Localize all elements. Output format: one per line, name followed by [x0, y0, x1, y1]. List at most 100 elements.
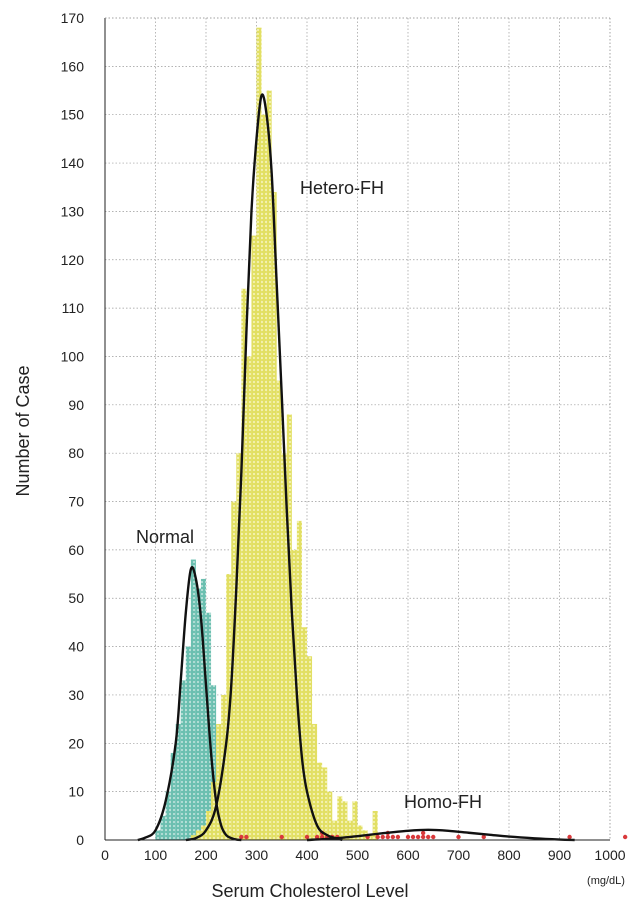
- hetero-bar: [317, 762, 323, 840]
- y-tick-label: 100: [61, 348, 85, 364]
- y-tick-label: 30: [68, 687, 84, 703]
- x-tick-label: 1000: [594, 847, 625, 863]
- normal-bar: [211, 685, 217, 840]
- homo-point: [279, 834, 284, 840]
- hetero-bar: [312, 723, 318, 840]
- x-tick-label: 200: [194, 847, 218, 863]
- homo-point: [456, 834, 461, 840]
- y-tick-label: 10: [68, 784, 84, 800]
- homo-point: [390, 834, 396, 840]
- homo-point: [622, 834, 628, 840]
- hetero-bar: [372, 810, 378, 840]
- homo-point: [420, 830, 426, 836]
- hetero-bar: [271, 192, 277, 841]
- y-tick-label: 160: [61, 58, 85, 74]
- homo-point: [481, 834, 486, 840]
- x-tick-labels: 0 100 200 300 400 500 600 700 800 900 1000: [101, 847, 626, 863]
- normal-bar: [160, 815, 166, 840]
- y-tick-label: 140: [61, 155, 85, 171]
- hetero-bar: [281, 453, 287, 840]
- y-tick-label: 110: [62, 300, 85, 316]
- annotation-normal: Normal: [136, 527, 194, 547]
- y-tick-label: 70: [68, 494, 84, 510]
- hetero-bar: [322, 767, 328, 840]
- homo-point: [415, 834, 421, 840]
- annotation-hetero: Hetero-FH: [300, 178, 384, 198]
- homo-point: [405, 834, 411, 840]
- x-tick-label: 600: [396, 847, 420, 863]
- hetero-bar: [236, 453, 242, 840]
- homo-point: [395, 834, 401, 840]
- normal-bar: [175, 723, 181, 840]
- fitted-curves: [137, 93, 575, 842]
- hetero-bar: [256, 27, 262, 840]
- hetero-bar: [332, 820, 338, 840]
- hetero-bar: [291, 549, 297, 840]
- hetero-curve-line: [185, 93, 343, 842]
- normal-bar: [155, 830, 161, 840]
- hetero-bar: [216, 723, 222, 840]
- x-axis-unit: (mg/dL): [587, 875, 625, 887]
- homo-point: [567, 834, 572, 840]
- y-tick-label: 90: [68, 397, 84, 413]
- hetero-bar: [211, 781, 217, 840]
- x-tick-label: 500: [346, 847, 370, 863]
- homo-point: [375, 834, 380, 840]
- hetero-bar: [246, 356, 252, 840]
- normal-bar: [180, 680, 186, 840]
- hetero-bar: [347, 820, 353, 840]
- x-tick-label: 800: [497, 847, 521, 863]
- homo-point: [431, 834, 436, 840]
- hetero-bar: [307, 656, 313, 840]
- y-tick-label: 150: [61, 107, 85, 123]
- normal-bar: [200, 578, 206, 840]
- homo-point: [385, 834, 390, 840]
- hetero-bar: [241, 288, 247, 840]
- normal-bar: [170, 752, 176, 840]
- hetero-bar: [286, 414, 292, 840]
- y-tick-label: 50: [68, 590, 84, 606]
- hetero-bar: [301, 627, 307, 840]
- y-tick-label: 40: [68, 639, 84, 655]
- homo-point: [244, 834, 249, 840]
- x-tick-label: 700: [447, 847, 471, 863]
- hetero-bar: [266, 90, 272, 840]
- hetero-bar: [337, 796, 343, 840]
- hetero-bar: [195, 830, 201, 840]
- hetero-bar: [296, 520, 302, 840]
- homo-point: [410, 834, 416, 840]
- normal-bar: [185, 646, 191, 840]
- homo-point: [426, 834, 431, 840]
- hetero-bar: [352, 801, 358, 840]
- x-tick-label: 300: [245, 847, 269, 863]
- x-tick-label: 0: [101, 847, 109, 863]
- hetero-bar: [342, 801, 348, 840]
- hetero-bar: [251, 235, 257, 840]
- normal-bar: [195, 588, 201, 840]
- y-tick-label: 120: [61, 252, 85, 268]
- y-axis-title: Number of Case: [13, 365, 33, 496]
- hetero-bar: [367, 835, 373, 840]
- homo-point: [380, 834, 385, 840]
- y-tick-label: 130: [61, 203, 85, 219]
- hetero-bar: [231, 501, 237, 840]
- y-tick-label: 80: [68, 445, 84, 461]
- hetero-bar: [327, 791, 333, 840]
- gridlines: [105, 17, 611, 840]
- x-axis-title: Serum Cholesterol Level: [211, 881, 408, 901]
- hetero-bar: [190, 835, 196, 840]
- homo-point: [420, 834, 426, 840]
- y-tick-label: 170: [61, 10, 85, 26]
- x-tick-label: 100: [144, 847, 168, 863]
- x-tick-label: 400: [295, 847, 319, 863]
- homo-point: [314, 834, 320, 840]
- annotation-homo: Homo-FH: [404, 792, 482, 812]
- y-tick-label: 20: [68, 735, 84, 751]
- homo-point: [304, 834, 310, 840]
- x-tick-label: 900: [548, 847, 572, 863]
- y-tick-label: 60: [68, 542, 84, 558]
- homo-point: [239, 834, 244, 840]
- hetero-bar: [276, 380, 282, 840]
